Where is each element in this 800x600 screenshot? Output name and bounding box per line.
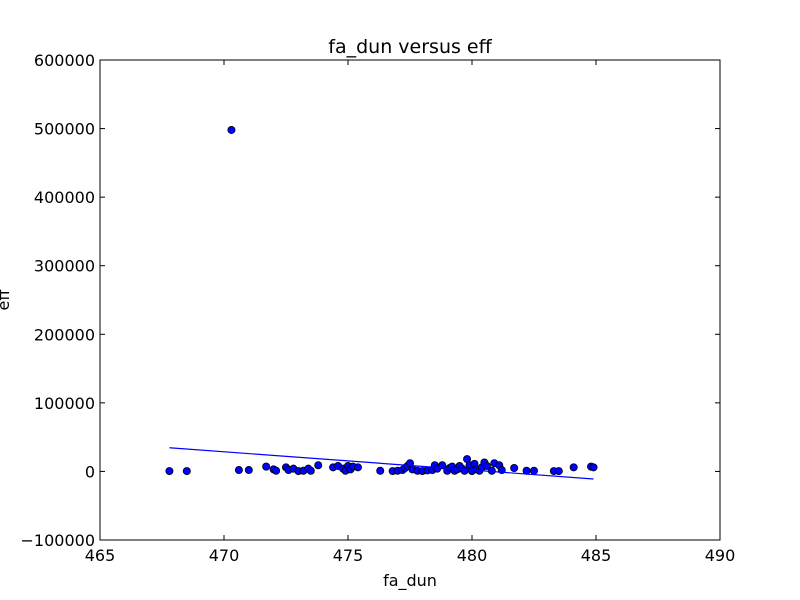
x-axis-label: fa_dun <box>383 571 437 591</box>
y-tick-label: 200000 <box>34 325 95 344</box>
data-point <box>510 463 519 472</box>
data-point <box>353 463 362 472</box>
data-point <box>306 466 315 475</box>
data-point <box>262 462 271 471</box>
fit-line <box>169 447 594 480</box>
data-point <box>314 461 323 470</box>
data-point <box>165 467 174 476</box>
y-tick-label: 300000 <box>34 257 95 276</box>
y-tick-label: 400000 <box>34 188 95 207</box>
x-tick-label: 490 <box>705 546 736 565</box>
x-tick-label: 465 <box>85 546 116 565</box>
data-point <box>530 466 539 475</box>
y-tick-label: −100000 <box>21 531 95 550</box>
data-point <box>234 466 243 475</box>
data-point <box>376 466 385 475</box>
data-point <box>227 125 236 134</box>
data-point <box>438 461 447 470</box>
plot-frame <box>99 59 721 541</box>
data-point <box>554 467 563 476</box>
y-tick-label: 0 <box>85 462 95 481</box>
y-tick-label: 600000 <box>34 51 95 70</box>
plot-area <box>165 125 598 480</box>
y-tick-label: 500000 <box>34 120 95 139</box>
x-tick-label: 485 <box>581 546 612 565</box>
y-axis-label: eff <box>0 289 13 311</box>
data-point <box>589 463 598 472</box>
data-point <box>182 467 191 476</box>
data-point <box>272 466 281 475</box>
chart-title: fa_dun versus eff <box>328 36 492 58</box>
data-point <box>244 466 253 475</box>
data-point <box>482 461 491 470</box>
x-tick-label: 480 <box>457 546 488 565</box>
axis-ticks: 465 470 475 480 485 490 −100000 0 100000 200000 30… <box>21 51 736 565</box>
x-tick-label: 470 <box>209 546 240 565</box>
y-tick-label: 100000 <box>34 394 95 413</box>
data-point <box>569 463 578 472</box>
x-tick-label: 475 <box>333 546 364 565</box>
